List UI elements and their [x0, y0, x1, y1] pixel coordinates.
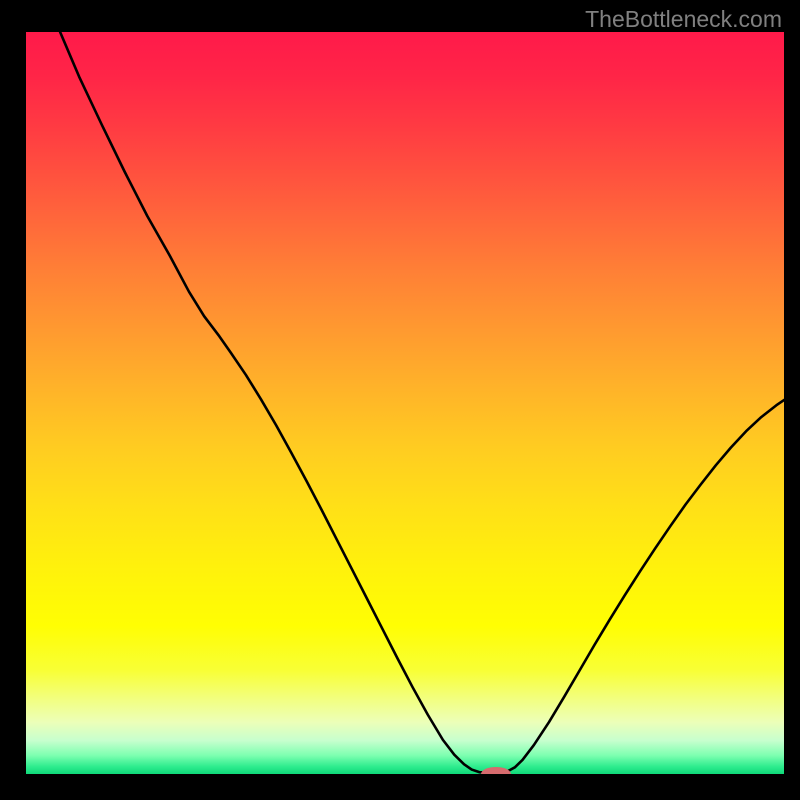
watermark-text: TheBottleneck.com — [585, 6, 782, 33]
figure-container: TheBottleneck.com — [0, 0, 800, 800]
bottleneck-chart — [26, 32, 784, 774]
gradient-background — [26, 32, 784, 774]
